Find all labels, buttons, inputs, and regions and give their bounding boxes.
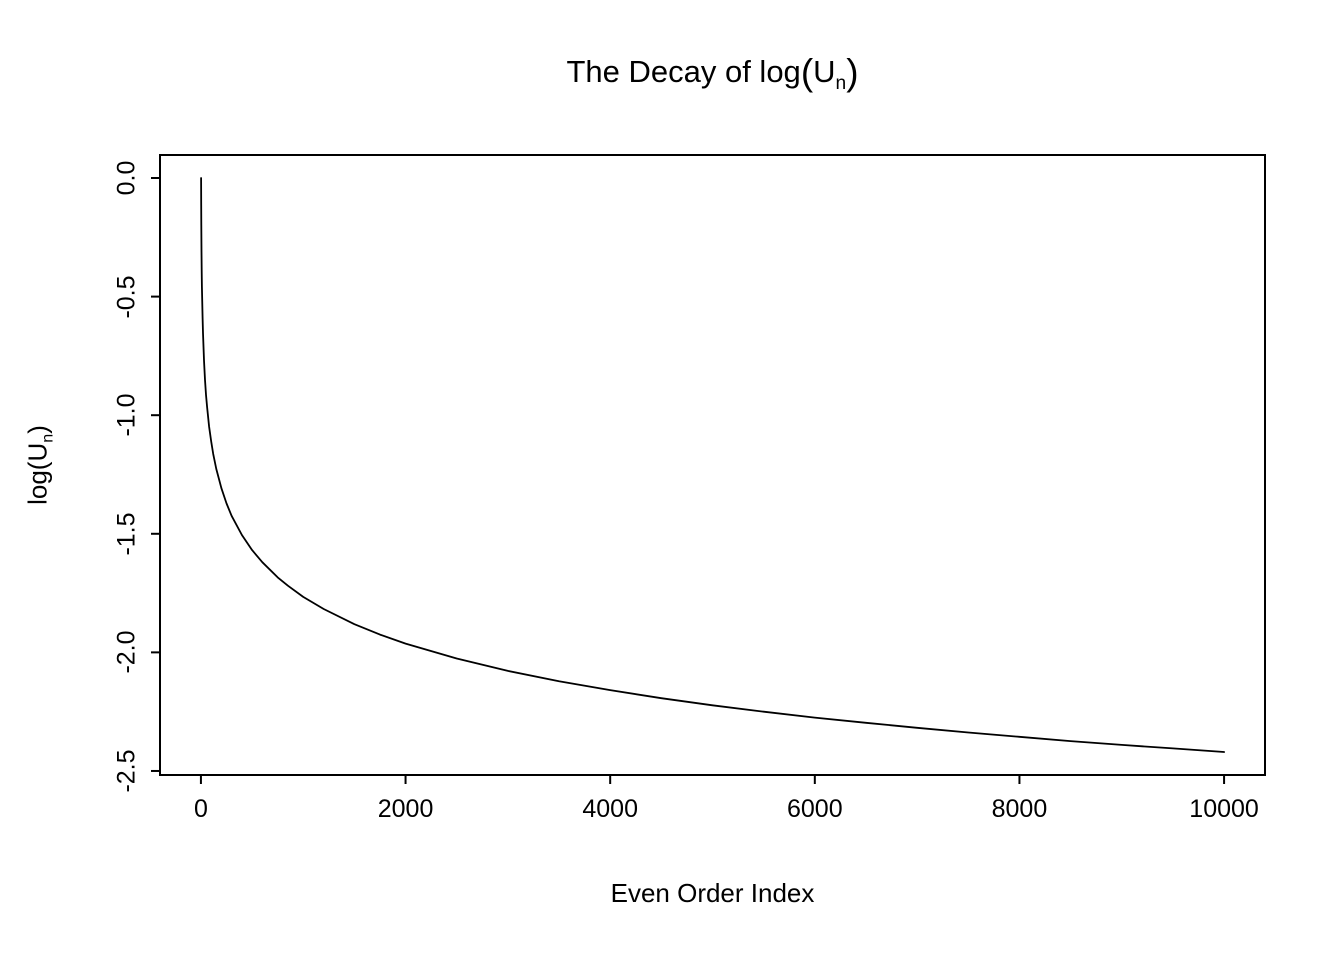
- x-tick-label: 8000: [991, 795, 1048, 823]
- y-tick-label: 0.0: [112, 160, 141, 196]
- y-tick-label: -1.0: [112, 393, 141, 437]
- y-tick-label: -2.0: [112, 630, 141, 674]
- chart-title-text: The Decay of log: [566, 54, 801, 89]
- chart-title-base: U: [813, 54, 836, 89]
- x-tick-label: 10000: [1189, 795, 1259, 823]
- y-tick-label: -2.5: [112, 749, 141, 793]
- x-tick-label: 6000: [787, 795, 843, 823]
- x-tick-label: 0: [193, 795, 208, 823]
- x-axis-label: Even Order Index: [610, 878, 815, 908]
- chart-title-close-paren: ): [846, 52, 859, 93]
- chart-title: The Decay of log(Un): [160, 52, 1265, 95]
- chart-title-open-paren: (: [800, 52, 814, 93]
- x-tick-label: 4000: [582, 795, 638, 823]
- y-tick-label: -0.5: [112, 275, 141, 319]
- plot-box: [159, 154, 1266, 776]
- y-tick-label: -1.5: [112, 512, 141, 556]
- x-tick-label: 2000: [377, 795, 434, 823]
- chart-title-subscript: n: [835, 73, 847, 95]
- decay-curve: [200, 177, 1225, 753]
